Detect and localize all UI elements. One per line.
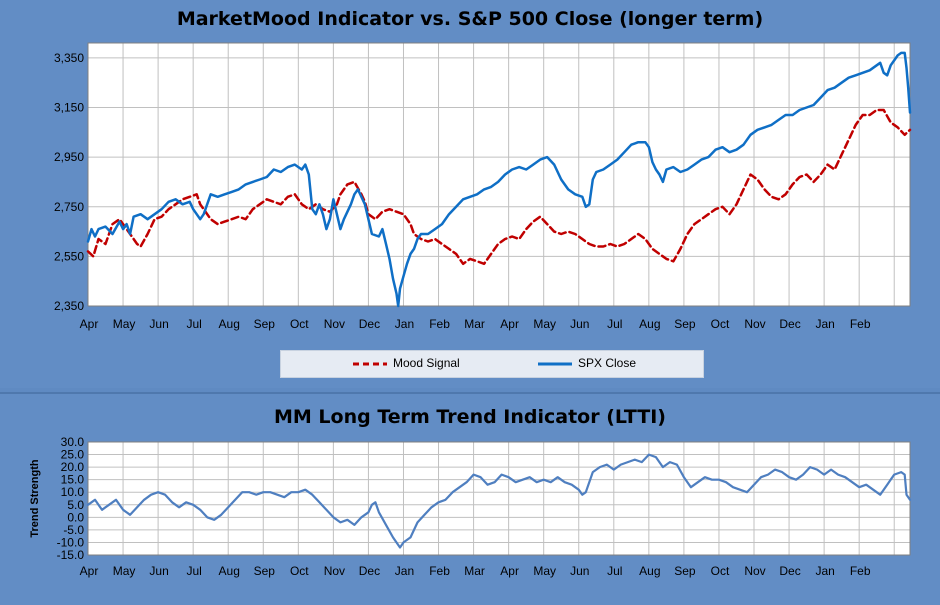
x-tick-label: Feb: [429, 564, 450, 578]
x-tick-label: Dec: [779, 564, 800, 578]
x-tick-label: Apr: [80, 564, 99, 578]
x-tick-label: May: [533, 317, 556, 331]
x-tick-label: Jan: [815, 317, 834, 331]
x-tick-label: Nov: [744, 564, 765, 578]
x-tick-label: Sep: [254, 564, 276, 578]
y-tick-label: -5.0: [63, 523, 84, 537]
x-tick-label: Apr: [80, 317, 99, 331]
x-tick-label: Apr: [500, 564, 519, 578]
ltti-title: MM Long Term Trend Indicator (LTTI): [274, 406, 666, 428]
x-tick-label: Feb: [850, 317, 871, 331]
x-tick-label: Aug: [219, 317, 240, 331]
plot-area: [88, 43, 910, 306]
x-tick-label: Oct: [711, 317, 730, 331]
x-tick-label: Apr: [500, 317, 519, 331]
x-tick-label: Oct: [290, 564, 309, 578]
y-tick-label: 20.0: [61, 460, 85, 474]
x-tick-label: Aug: [639, 317, 660, 331]
x-tick-label: Aug: [219, 564, 240, 578]
y-tick-label: 2,350: [54, 299, 84, 313]
x-tick-label: May: [113, 564, 136, 578]
x-tick-label: Dec: [359, 564, 380, 578]
x-tick-label: Jun: [570, 564, 589, 578]
y-tick-label: 2,950: [54, 150, 84, 164]
plot-area: [88, 442, 910, 555]
y-tick-label: 2,550: [54, 249, 84, 263]
x-tick-label: Jun: [149, 317, 168, 331]
legend-mood-signal: Mood Signal: [393, 356, 460, 370]
y-tick-label: 0.0: [67, 510, 84, 524]
mood-signal-swatch: [353, 362, 387, 366]
y-tick-label: 15.0: [61, 473, 85, 487]
x-tick-label: Jun: [570, 317, 589, 331]
x-tick-label: Jun: [149, 564, 168, 578]
y-tick-label: 5.0: [67, 498, 84, 512]
x-tick-label: Feb: [850, 564, 871, 578]
y-tick-label: 25.0: [61, 448, 85, 462]
x-tick-label: Dec: [359, 317, 380, 331]
x-tick-label: Jul: [607, 317, 622, 331]
x-tick-label: May: [113, 317, 136, 331]
series-line-mood-signal: [86, 108, 912, 266]
legend: Mood Signal SPX Close: [280, 350, 704, 378]
y-tick-label: -15.0: [57, 548, 85, 562]
y-tick-label: 3,350: [54, 51, 84, 65]
plot-border: [87, 42, 911, 307]
series-line-ltti: [86, 453, 912, 549]
series-line-spx-close: [86, 51, 912, 308]
y-tick-label: 30.0: [61, 435, 85, 449]
x-tick-label: Jul: [186, 564, 201, 578]
x-tick-label: Dec: [779, 317, 800, 331]
mood-vs-spx-chart: 2,350 2,550 2,750 2,950 3,150 3,350 Apr May Jun J…: [54, 42, 912, 331]
x-tick-label: Mar: [464, 317, 485, 331]
x-tick-label: Nov: [324, 317, 345, 331]
top-chart-panel: MarketMood Indicator vs. S&P 500 Close (…: [53, 8, 912, 378]
x-tick-label: Sep: [674, 317, 696, 331]
y-tick-label: 10.0: [61, 485, 85, 499]
y-tick-label: 2,750: [54, 200, 84, 214]
y-tick-label: -10.0: [57, 535, 85, 549]
bottom-chart-panel: MM Long Term Trend Indicator (LTTI) 30.0…: [0, 392, 940, 605]
x-tick-label: Aug: [639, 564, 660, 578]
x-tick-label: Jan: [395, 317, 414, 331]
x-tick-label: Oct: [711, 564, 730, 578]
ltti-chart: 30.025.020.015.010.05.00.0-5.0-10.0-15.0…: [29, 435, 912, 578]
x-tick-label: Nov: [324, 564, 345, 578]
x-tick-label: Feb: [429, 317, 450, 331]
x-tick-label: Mar: [464, 564, 485, 578]
x-tick-label: Jan: [815, 564, 834, 578]
x-tick-label: Oct: [290, 317, 309, 331]
spx-close-swatch: [538, 362, 572, 366]
x-tick-label: Nov: [744, 317, 765, 331]
y-tick-label: 3,150: [54, 101, 84, 115]
x-tick-label: Jul: [607, 564, 622, 578]
x-tick-label: Sep: [254, 317, 276, 331]
legend-spx-close: SPX Close: [578, 356, 637, 370]
x-tick-label: Sep: [674, 564, 696, 578]
x-tick-label: Jan: [395, 564, 414, 578]
x-tick-label: May: [533, 564, 556, 578]
x-tick-label: Jul: [186, 317, 201, 331]
y-axis-label: Trend Strength: [29, 459, 41, 538]
chart-title: MarketMood Indicator vs. S&P 500 Close (…: [176, 8, 764, 30]
